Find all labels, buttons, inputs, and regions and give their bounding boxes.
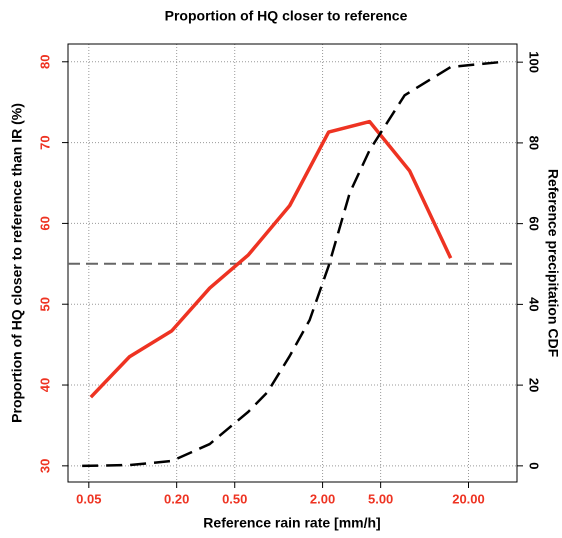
x-tick-label: 0.05 (76, 491, 101, 506)
y-tick-label: 70 (37, 135, 52, 149)
x-tick-label: 5.00 (368, 491, 393, 506)
line-series (89, 119, 453, 399)
y2-tick-label: 100 (527, 51, 542, 73)
chart-title: Proportion of HQ closer to reference (165, 8, 408, 24)
y-tick-label: 60 (37, 216, 52, 230)
y2-tick-label: 0 (527, 462, 542, 469)
y2-tick-label: 60 (527, 216, 542, 230)
x-tick-label: 0.20 (164, 491, 189, 506)
y-tick-label: 40 (37, 378, 52, 392)
y-tick-label: 30 (37, 459, 52, 473)
y2-tick-label: 80 (527, 136, 542, 150)
y2-tick-label: 20 (527, 378, 542, 392)
x-tick-label: 2.00 (310, 491, 335, 506)
y-axis-label: Proportion of HQ closer to reference tha… (9, 103, 25, 423)
y2-axis-label: Reference precipitation CDF (545, 169, 561, 358)
x-tick-label: 0.50 (222, 491, 247, 506)
x-tick-label: 20.00 (452, 491, 485, 506)
y2-tick-label: 40 (527, 297, 542, 311)
x-axis-label: Reference rain rate [mm/h] (203, 515, 380, 531)
y-tick-label: 80 (37, 55, 52, 69)
line-series (82, 60, 500, 468)
y-tick-label: 50 (37, 297, 52, 311)
